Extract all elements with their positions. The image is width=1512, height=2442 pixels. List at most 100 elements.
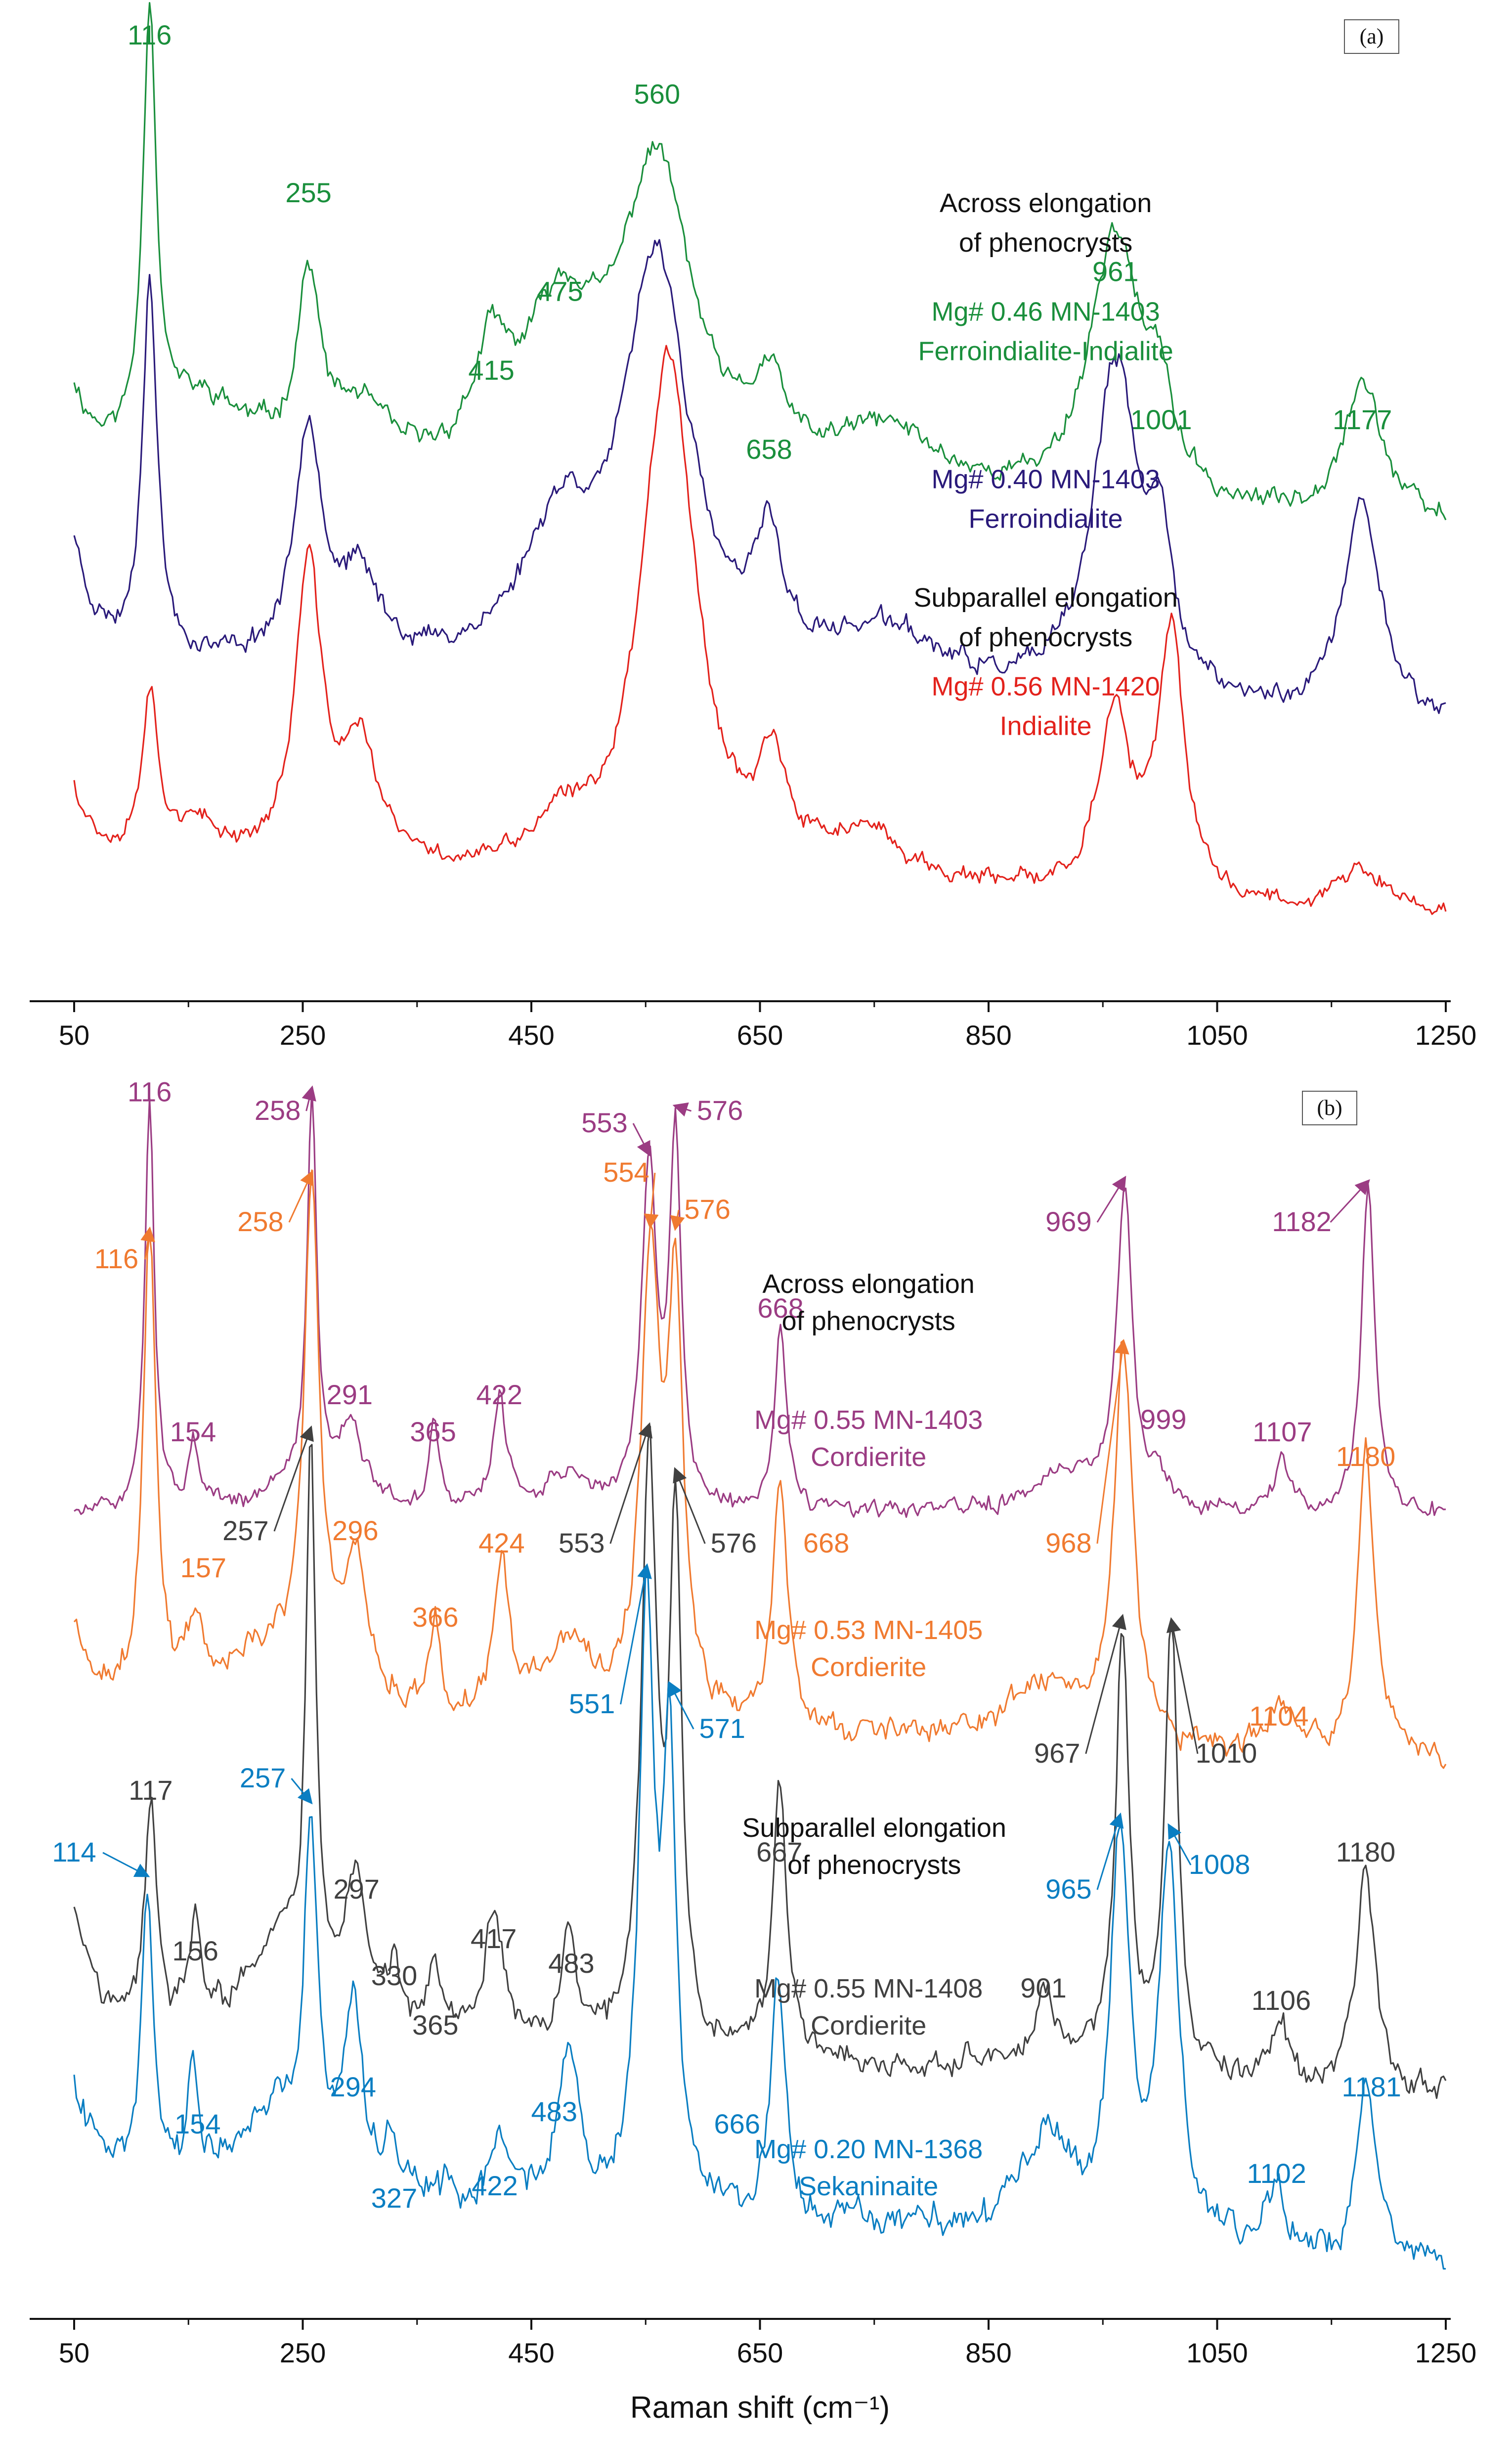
peak-label-258: 258	[237, 1206, 283, 1237]
peak-label-154: 154	[174, 2108, 220, 2139]
peak-label-658: 658	[746, 434, 792, 465]
spectrum-line-4	[73, 1567, 1446, 2270]
peak-label-258: 258	[255, 1095, 301, 1126]
peak-label-257: 257	[222, 1515, 268, 1546]
peak-label-1010: 1010	[1196, 1737, 1257, 1769]
peak-label-1008: 1008	[1189, 1849, 1251, 1880]
annotation-4: Ferroindialite-Indialite	[918, 336, 1173, 366]
peak-label-961: 961	[1092, 256, 1138, 287]
peak-arrow-967	[1085, 1614, 1126, 1754]
peak-label-1104: 1104	[1249, 1700, 1308, 1732]
panel-tag-label: (a)	[1360, 24, 1384, 48]
annotation-9: Mg# 0.56 MN-1420	[932, 672, 1160, 702]
x-tick-label-650: 650	[737, 2337, 783, 2368]
peak-label-668: 668	[803, 1527, 849, 1558]
peak-label-666: 666	[714, 2108, 760, 2139]
x-tick-label-250: 250	[280, 2337, 326, 2368]
x-tick-label-50: 50	[59, 1020, 89, 1051]
annotation-6: Ferroindialite	[969, 504, 1123, 533]
peak-arrow-968	[1096, 1338, 1129, 1544]
peak-arrow-969	[1096, 1175, 1126, 1223]
x-tick-label-1250: 1250	[1415, 2337, 1477, 2368]
peak-label-294: 294	[330, 2071, 376, 2102]
x-tick-label-1250: 1250	[1415, 1020, 1477, 1051]
peak-label-422: 422	[472, 2170, 518, 2201]
peak-label-415: 415	[468, 355, 514, 386]
peak-label-1177: 1177	[1333, 404, 1392, 435]
peak-label-257: 257	[240, 1762, 286, 1793]
peak-arrow-258	[302, 1085, 316, 1111]
annotation-5: Mg# 0.53 MN-1405	[754, 1615, 983, 1645]
peak-label-576: 576	[697, 1095, 743, 1126]
peak-label-667: 667	[756, 1836, 802, 1867]
annotation-8: of phenocrysts	[787, 1850, 961, 1880]
peak-arrow-553	[632, 1123, 650, 1157]
spectrum-line-1	[74, 1087, 1446, 1518]
annotation-1: Across elongation	[940, 188, 1152, 218]
panel-b: 116 154 258 291 365 422 553 576 668 969 999 1107 118…	[30, 1076, 1476, 2425]
peak-label-296: 296	[332, 1515, 378, 1546]
peak-label-424: 424	[478, 1527, 524, 1558]
annotation-2: of phenocrysts	[782, 1306, 955, 1336]
spectrum-line-3	[73, 345, 1447, 915]
peak-arrow-1182	[1330, 1179, 1370, 1223]
peak-label-116: 116	[128, 19, 172, 50]
x-tick-label-850: 850	[965, 1020, 1011, 1051]
peak-arrow-571	[668, 1681, 694, 1730]
x-tick-label-250: 250	[280, 1020, 326, 1051]
panel-tag-label: (b)	[1317, 1096, 1342, 1120]
peak-label-999: 999	[1140, 1404, 1186, 1435]
x-tick-label-50: 50	[59, 2337, 89, 2368]
peak-label-116: 116	[94, 1243, 138, 1274]
annotation-2: of phenocrysts	[959, 228, 1132, 258]
peak-label-1107: 1107	[1253, 1416, 1312, 1447]
peak-label-553: 553	[559, 1527, 605, 1558]
peak-label-483: 483	[548, 1948, 594, 1979]
x-tick-label-450: 450	[508, 2337, 554, 2368]
peak-arrow-258	[288, 1170, 314, 1223]
peak-label-255: 255	[285, 177, 331, 208]
peak-label-330: 330	[371, 1960, 417, 1991]
annotation-9: Mg# 0.55 MN-1408	[754, 1974, 983, 2003]
panel-tag-box	[1344, 19, 1399, 54]
x-tick-label-450: 450	[508, 1020, 554, 1051]
peak-label-1102: 1102	[1247, 2158, 1306, 2189]
peak-label-576: 576	[684, 1194, 730, 1225]
peak-label-157: 157	[180, 1552, 226, 1583]
peak-arrow-551	[620, 1563, 652, 1705]
annotation-5: Mg# 0.40 MN-1403	[932, 465, 1160, 494]
peak-arrow-553	[609, 1422, 652, 1544]
annotation-12: Sekaninaite	[799, 2172, 938, 2201]
peak-label-291: 291	[327, 1379, 373, 1410]
peak-label-1180: 1180	[1336, 1836, 1395, 1867]
peak-label-965: 965	[1045, 1873, 1091, 1905]
annotation-1: Across elongation	[763, 1269, 975, 1299]
peak-arrow-1008	[1167, 1823, 1192, 1865]
peak-label-366: 366	[412, 1601, 458, 1633]
annotation-10: Cordierite	[811, 2011, 926, 2041]
annotation-6: Cordierite	[811, 1652, 926, 1682]
peak-label-297: 297	[333, 1873, 379, 1905]
peak-label-116: 116	[128, 1076, 172, 1108]
annotation-7: Subparallel elongation	[742, 1813, 1006, 1843]
annotation-3: Mg# 0.55 MN-1403	[754, 1405, 983, 1435]
peak-label-365: 365	[412, 2009, 458, 2041]
peak-label-967: 967	[1034, 1737, 1080, 1769]
annotation-7: Subparallel elongation	[913, 583, 1177, 613]
peak-label-901: 901	[1020, 1972, 1066, 2003]
x-tick-label-1050: 1050	[1186, 1020, 1248, 1051]
peak-label-483: 483	[531, 2096, 577, 2127]
x-tick-label-1050: 1050	[1186, 2337, 1248, 2368]
peak-label-114: 114	[52, 1836, 96, 1867]
peak-label-968: 968	[1045, 1527, 1091, 1558]
spectrum-line-2	[73, 239, 1446, 714]
peak-label-156: 156	[172, 1935, 218, 1966]
peak-label-1182: 1182	[1272, 1206, 1331, 1237]
peak-label-1180: 1180	[1336, 1441, 1395, 1472]
panel-tag-box	[1302, 1091, 1357, 1125]
annotation-11: Mg# 0.20 MN-1368	[754, 2134, 983, 2164]
peak-arrow-965	[1096, 1812, 1124, 1890]
peak-arrow-114	[102, 1852, 150, 1877]
peak-label-1181: 1181	[1341, 2071, 1401, 2102]
